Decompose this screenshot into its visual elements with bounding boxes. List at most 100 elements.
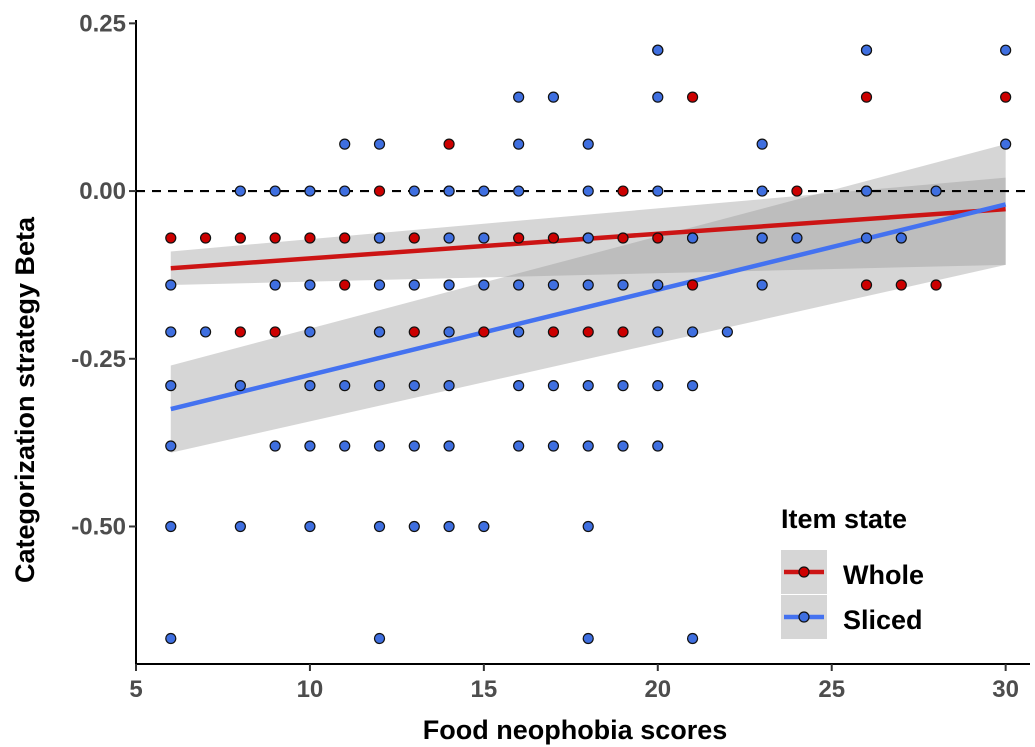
point-whole: [443, 138, 455, 150]
confidence-band-whole: [170, 177, 1006, 285]
point-sliced: [443, 279, 455, 291]
point-sliced: [582, 520, 594, 533]
point-sliced: [547, 91, 560, 103]
legend: Item state Whole Sliced: [781, 504, 924, 639]
point-whole: [617, 232, 629, 244]
x-tick-label: 30: [992, 676, 1019, 703]
point-sliced: [582, 440, 594, 452]
y-tick-label: -0.50: [71, 513, 126, 540]
legend-label-sliced: Sliced: [843, 605, 923, 635]
point-sliced: [652, 326, 664, 338]
axes: [135, 20, 1030, 665]
point-sliced: [234, 380, 246, 392]
point-sliced: [756, 185, 768, 197]
point-whole: [617, 185, 629, 197]
point-sliced: [791, 232, 803, 244]
point-whole: [269, 326, 281, 338]
point-sliced: [686, 380, 699, 392]
point-sliced: [652, 380, 664, 392]
point-whole: [269, 232, 281, 244]
point-sliced: [443, 440, 455, 452]
point-whole: [478, 326, 490, 338]
point-sliced: [269, 279, 281, 291]
point-whole: [304, 232, 316, 244]
point-sliced: [408, 279, 420, 291]
point-sliced: [373, 440, 386, 452]
point-sliced: [860, 232, 873, 244]
point-sliced: [860, 44, 873, 56]
point-whole: [199, 232, 212, 244]
point-sliced: [304, 440, 316, 452]
point-sliced: [686, 632, 699, 645]
point-whole: [547, 232, 560, 244]
point-sliced: [443, 380, 455, 392]
point-whole: [930, 279, 942, 291]
point-sliced: [478, 232, 490, 244]
point-sliced: [582, 279, 594, 291]
point-sliced: [443, 326, 455, 338]
point-sliced: [269, 185, 281, 197]
point-sliced: [582, 185, 594, 197]
point-sliced: [1000, 138, 1012, 150]
point-sliced: [373, 326, 386, 338]
y-tick-label: 0.25: [79, 10, 126, 37]
point-sliced: [199, 326, 212, 338]
point-sliced: [617, 279, 629, 291]
point-sliced: [513, 326, 525, 338]
point-sliced: [513, 279, 525, 291]
legend-key-point: [798, 566, 810, 578]
point-sliced: [478, 520, 490, 533]
point-sliced: [1000, 44, 1012, 56]
point-sliced: [234, 185, 246, 197]
point-whole: [617, 326, 629, 338]
point-sliced: [373, 232, 386, 244]
point-sliced: [443, 520, 455, 533]
point-sliced: [234, 520, 246, 533]
point-sliced: [408, 380, 420, 392]
point-sliced: [373, 520, 386, 533]
point-sliced: [756, 138, 768, 150]
point-whole: [860, 279, 873, 291]
point-sliced: [165, 326, 177, 338]
point-whole: [686, 279, 699, 291]
point-sliced: [756, 232, 768, 244]
point-whole: [791, 185, 803, 197]
point-sliced: [478, 185, 490, 197]
point-whole: [408, 232, 420, 244]
point-sliced: [165, 632, 177, 645]
x-tick-label: 20: [644, 676, 671, 703]
point-sliced: [165, 279, 177, 291]
point-sliced: [304, 380, 316, 392]
point-whole: [686, 91, 699, 103]
point-sliced: [304, 326, 316, 338]
point-whole: [339, 279, 351, 291]
x-axis-title: Food neophobia scores: [423, 715, 728, 745]
point-sliced: [652, 44, 664, 56]
point-sliced: [652, 279, 664, 291]
point-sliced: [547, 380, 560, 392]
point-sliced: [582, 138, 594, 150]
point-sliced: [165, 380, 177, 392]
point-sliced: [339, 440, 351, 452]
data-points: [165, 44, 1012, 645]
point-sliced: [582, 632, 594, 645]
point-sliced: [652, 185, 664, 197]
point-sliced: [686, 232, 699, 244]
point-sliced: [930, 185, 942, 197]
point-whole: [1000, 91, 1012, 103]
point-sliced: [652, 91, 664, 103]
point-sliced: [269, 440, 281, 452]
x-tick-label: 25: [818, 676, 845, 703]
point-whole: [234, 326, 246, 338]
confidence-bands: [170, 144, 1006, 453]
legend-label-whole: Whole: [843, 560, 924, 590]
point-whole: [895, 279, 907, 291]
point-whole: [860, 91, 873, 103]
point-sliced: [582, 380, 594, 392]
point-sliced: [513, 91, 525, 103]
point-sliced: [408, 185, 420, 197]
point-sliced: [860, 185, 873, 197]
point-sliced: [547, 279, 560, 291]
point-sliced: [165, 440, 177, 452]
